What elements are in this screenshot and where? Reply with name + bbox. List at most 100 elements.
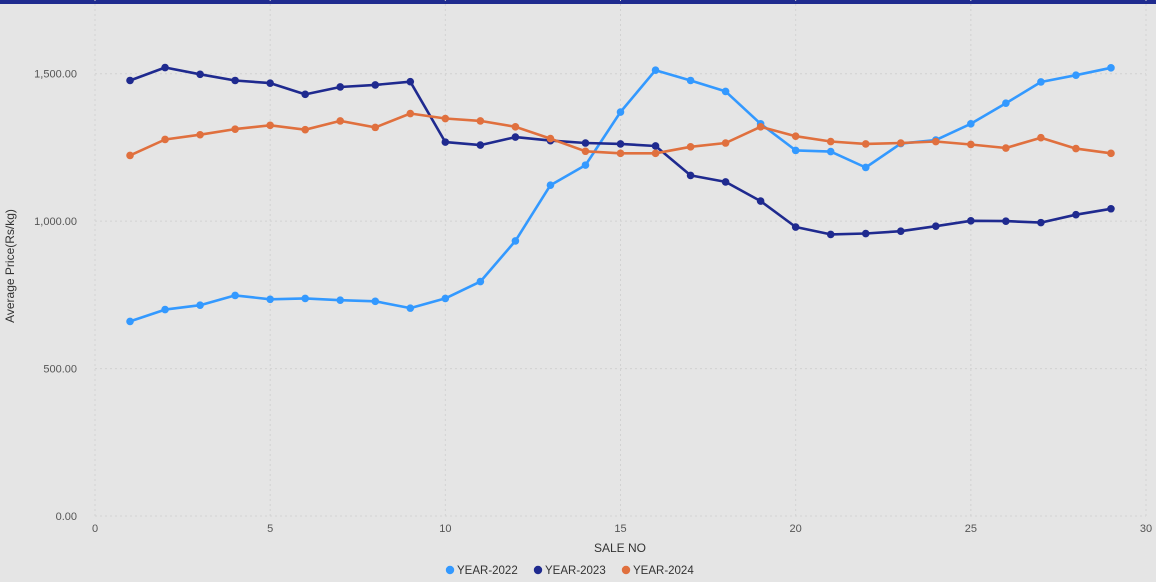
x-tick-label: 15	[614, 523, 626, 535]
data-point[interactable]	[932, 137, 940, 146]
data-point[interactable]	[161, 305, 169, 314]
data-point[interactable]	[336, 117, 345, 125]
data-point[interactable]	[336, 296, 345, 304]
data-point[interactable]	[1002, 217, 1010, 225]
data-point[interactable]	[896, 139, 905, 147]
data-point[interactable]	[231, 291, 239, 300]
data-point[interactable]	[441, 138, 450, 146]
data-point[interactable]	[1107, 204, 1115, 213]
y-tick-label: 0.00	[56, 511, 77, 523]
x-tick-label: 25	[965, 523, 977, 535]
data-point[interactable]	[967, 217, 975, 225]
data-point[interactable]	[651, 149, 660, 158]
y-axis-title: Average Price(Rs/kg)	[3, 209, 17, 323]
data-point[interactable]	[126, 76, 134, 85]
data-point[interactable]	[581, 139, 590, 147]
legend-label: YEAR-2024	[633, 565, 694, 577]
data-point[interactable]	[441, 294, 450, 303]
data-point[interactable]	[1072, 144, 1080, 153]
data-point[interactable]	[826, 147, 835, 156]
data-point[interactable]	[196, 130, 204, 139]
data-point[interactable]	[686, 143, 695, 151]
y-tick-label: 1,500.00	[34, 69, 77, 81]
top-accent-bar	[0, 0, 1156, 4]
data-point[interactable]	[1072, 71, 1080, 79]
data-point[interactable]	[1002, 99, 1010, 107]
data-point[interactable]	[406, 109, 415, 118]
data-point[interactable]	[336, 83, 345, 91]
data-point[interactable]	[686, 76, 695, 85]
data-point[interactable]	[791, 223, 800, 231]
data-point[interactable]	[196, 70, 204, 79]
legend: YEAR-2022 YEAR-2023 YEAR-2024	[445, 565, 695, 577]
data-point[interactable]	[791, 146, 800, 155]
data-point[interactable]	[861, 163, 870, 172]
series-year-2024	[126, 109, 1115, 160]
data-point[interactable]	[301, 294, 310, 303]
data-point[interactable]	[476, 277, 485, 286]
data-point[interactable]	[1002, 144, 1010, 152]
data-point[interactable]	[266, 295, 274, 304]
data-point[interactable]	[161, 63, 169, 72]
data-point[interactable]	[1107, 149, 1115, 158]
data-point[interactable]	[161, 135, 169, 144]
data-point[interactable]	[511, 122, 520, 131]
data-point[interactable]	[616, 140, 625, 148]
data-point[interactable]	[476, 141, 485, 149]
legend-item[interactable]: YEAR-2023	[533, 565, 606, 577]
data-point[interactable]	[476, 117, 485, 125]
data-point[interactable]	[371, 81, 380, 89]
data-point[interactable]	[231, 125, 239, 133]
data-point[interactable]	[126, 317, 134, 326]
data-point[interactable]	[791, 132, 800, 141]
data-point[interactable]	[616, 108, 625, 116]
data-point[interactable]	[1037, 78, 1045, 86]
data-point[interactable]	[896, 227, 905, 235]
legend-item[interactable]: YEAR-2022	[445, 565, 518, 577]
data-point[interactable]	[967, 120, 975, 128]
data-point[interactable]	[861, 229, 870, 238]
series-year-2023	[126, 63, 1115, 239]
data-point[interactable]	[1037, 133, 1045, 142]
x-tick-label: 20	[790, 523, 802, 535]
data-point[interactable]	[196, 301, 204, 309]
x-tick-label: 0	[92, 523, 98, 535]
data-point[interactable]	[721, 87, 730, 96]
data-point[interactable]	[1037, 218, 1045, 227]
data-point[interactable]	[406, 77, 415, 86]
data-point[interactable]	[826, 230, 835, 239]
data-point[interactable]	[967, 140, 975, 149]
data-point[interactable]	[756, 122, 765, 131]
data-point[interactable]	[266, 79, 274, 87]
data-point[interactable]	[651, 66, 660, 74]
data-point[interactable]	[231, 76, 239, 85]
data-point[interactable]	[581, 161, 590, 169]
data-point[interactable]	[301, 90, 310, 99]
data-point[interactable]	[546, 134, 555, 143]
data-point[interactable]	[581, 147, 590, 156]
data-point[interactable]	[371, 123, 380, 132]
x-tick-label: 30	[1140, 523, 1152, 535]
data-point[interactable]	[371, 297, 380, 306]
gridlines	[94, 0, 1147, 517]
data-point[interactable]	[861, 140, 870, 148]
data-point[interactable]	[301, 125, 310, 134]
data-point[interactable]	[406, 304, 415, 312]
data-point[interactable]	[651, 142, 660, 150]
data-point[interactable]	[126, 151, 134, 160]
data-point[interactable]	[756, 197, 765, 205]
data-point[interactable]	[686, 171, 695, 180]
data-point[interactable]	[441, 114, 450, 123]
data-point[interactable]	[721, 178, 730, 186]
legend-item[interactable]: YEAR-2024	[621, 565, 695, 577]
data-point[interactable]	[1072, 210, 1080, 219]
data-point[interactable]	[511, 237, 520, 245]
data-point[interactable]	[1107, 64, 1115, 72]
data-point[interactable]	[546, 181, 555, 189]
data-point[interactable]	[721, 139, 730, 147]
data-point[interactable]	[616, 149, 625, 158]
data-point[interactable]	[826, 137, 835, 146]
data-point[interactable]	[511, 133, 520, 141]
data-point[interactable]	[932, 222, 940, 230]
data-point[interactable]	[266, 121, 274, 130]
